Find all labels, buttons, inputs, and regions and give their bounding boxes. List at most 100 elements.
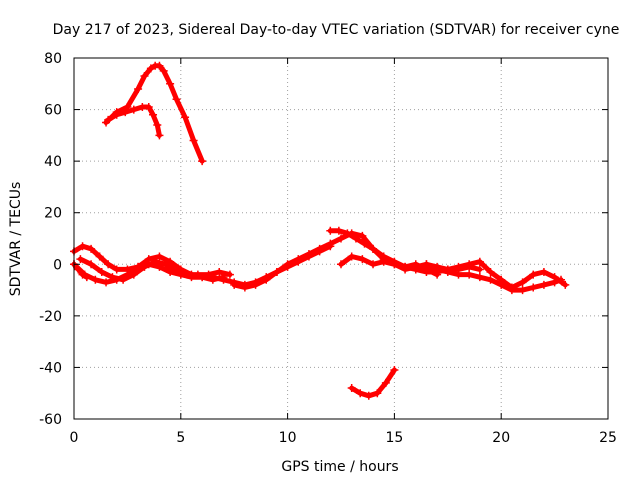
data-point <box>411 262 420 271</box>
data-point <box>172 268 181 277</box>
data-point <box>475 265 484 274</box>
data-point <box>347 252 356 261</box>
data-point <box>112 110 121 119</box>
y-tick-label: 40 <box>44 154 62 170</box>
data-point <box>104 115 113 124</box>
y-tick-label: 60 <box>44 103 62 119</box>
data-point <box>155 252 164 261</box>
data-point <box>146 64 155 73</box>
data-point <box>155 61 164 70</box>
data-point <box>507 283 516 292</box>
data-point <box>193 270 202 279</box>
data-point <box>486 268 495 277</box>
data-point <box>140 72 149 81</box>
y-tick-label: 0 <box>53 257 62 273</box>
data-point <box>465 260 474 269</box>
data-point <box>454 270 463 279</box>
data-point <box>204 270 213 279</box>
series-line <box>338 254 564 293</box>
data-point <box>475 273 484 282</box>
data-point <box>91 275 100 284</box>
data-point <box>149 110 158 119</box>
data-point <box>326 239 335 248</box>
data-point <box>381 378 390 387</box>
data-point <box>334 226 343 235</box>
plot-frame <box>73 57 609 420</box>
data-point <box>518 278 527 287</box>
data-point <box>486 275 495 284</box>
data-point <box>104 260 113 269</box>
data-point <box>112 265 121 274</box>
data-point <box>159 66 168 75</box>
data-point <box>87 244 96 253</box>
data-point <box>144 102 153 111</box>
data-point <box>95 252 104 261</box>
data-point <box>78 270 87 279</box>
data-point <box>166 79 175 88</box>
series-arc-g <box>422 257 570 292</box>
data-point <box>198 157 207 166</box>
data-point <box>497 275 506 284</box>
data-point <box>225 270 234 279</box>
data-point <box>161 260 170 269</box>
data-point <box>240 283 249 292</box>
data-point <box>326 226 335 235</box>
data-point <box>358 255 367 264</box>
y-axis-label: SDTVAR / TECUs <box>8 182 24 297</box>
data-point <box>183 270 192 279</box>
data-point <box>390 366 399 375</box>
data-point <box>351 234 360 243</box>
data-point <box>140 262 149 271</box>
data-point <box>443 265 452 274</box>
data-point <box>422 268 431 277</box>
data-point <box>369 244 378 253</box>
data-point <box>108 273 117 282</box>
series-arc-d <box>230 229 442 292</box>
data-point <box>373 389 382 398</box>
data-point <box>97 268 106 277</box>
data-point <box>76 255 85 264</box>
data-point <box>181 113 190 122</box>
data-point <box>422 260 431 269</box>
data-point <box>102 278 111 287</box>
data-point <box>539 280 548 289</box>
data-point <box>475 257 484 266</box>
data-point <box>347 384 356 393</box>
series-line <box>349 367 397 399</box>
data-point <box>208 275 217 284</box>
data-point <box>215 268 224 277</box>
data-point <box>304 249 313 258</box>
data-point <box>360 239 369 248</box>
x-tick-label: 15 <box>385 430 403 446</box>
chart-title: Day 217 of 2023, Sidereal Day-to-day VTE… <box>53 22 620 38</box>
y-tick-label: 80 <box>44 51 62 67</box>
data-point <box>337 234 345 243</box>
x-tick-label: 10 <box>279 430 297 446</box>
data-point <box>78 242 87 251</box>
data-point <box>134 84 143 93</box>
y-tick-label: -40 <box>39 360 62 376</box>
data-point <box>356 389 365 398</box>
data-point <box>272 268 281 277</box>
data-point <box>87 260 96 269</box>
data-point <box>401 265 410 274</box>
y-tick-label: -20 <box>39 309 62 325</box>
data-point <box>518 286 527 295</box>
data-point <box>129 105 138 114</box>
data-point <box>119 275 128 284</box>
data-point <box>465 270 474 279</box>
data-point <box>155 131 164 140</box>
data-point <box>262 275 271 284</box>
data-point <box>379 257 388 266</box>
data-point <box>230 280 239 289</box>
data-point <box>529 283 538 292</box>
x-tick-label: 20 <box>492 430 510 446</box>
data-point <box>358 231 367 240</box>
data-point <box>550 273 559 282</box>
data-point <box>82 273 91 282</box>
data-point <box>454 262 463 271</box>
data-point <box>364 391 373 400</box>
data-point <box>369 260 378 269</box>
series-line <box>71 261 90 280</box>
